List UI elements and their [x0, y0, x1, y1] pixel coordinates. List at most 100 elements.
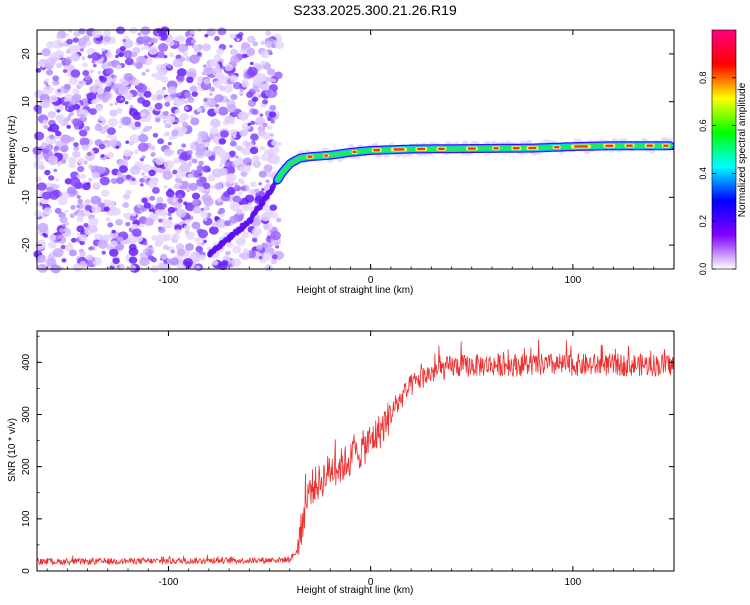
noise-blob — [203, 217, 208, 222]
noise-blob — [73, 103, 81, 110]
noise-blob — [177, 193, 183, 199]
noise-blob — [268, 145, 280, 155]
noise-blob — [232, 134, 237, 139]
noise-blob — [84, 74, 91, 81]
noise-blob — [37, 254, 46, 263]
signal-core-red — [626, 144, 634, 147]
snr-frame — [36, 330, 675, 572]
colorbar-gradient — [711, 29, 737, 270]
noise-blob — [101, 189, 110, 197]
noise-blob — [96, 123, 101, 127]
noise-blob — [276, 141, 282, 147]
noise-blob — [156, 94, 163, 100]
noise-blob — [262, 122, 268, 128]
noise-blob — [150, 151, 156, 156]
noise-blob — [270, 119, 276, 124]
noise-blob — [88, 246, 93, 251]
noise-blob — [246, 91, 254, 98]
noise-blob — [179, 98, 186, 104]
noise-blob — [176, 75, 185, 83]
noise-blob — [70, 69, 81, 78]
noise-blob — [140, 118, 146, 123]
noise-blob — [79, 251, 86, 257]
noise-blob — [262, 99, 269, 105]
noise-blob — [179, 112, 189, 121]
noise-blob — [209, 92, 213, 96]
noise-blob — [124, 157, 129, 161]
noise-blob — [258, 255, 263, 260]
noise-blob — [124, 57, 134, 66]
noise-blob — [80, 48, 84, 52]
noise-blob — [117, 85, 129, 95]
noise-blob — [54, 49, 65, 59]
noise-blob — [90, 150, 95, 154]
noise-blob — [163, 148, 173, 157]
signal-core-red — [512, 146, 520, 150]
noise-blob — [239, 180, 245, 185]
noise-blob — [260, 60, 267, 66]
noise-blob — [174, 36, 180, 42]
noise-blob — [202, 165, 211, 173]
noise-blob — [157, 218, 163, 223]
noise-blob — [183, 201, 188, 206]
signal-core-red — [352, 150, 357, 154]
noise-blob — [263, 164, 273, 173]
noise-blob — [76, 208, 81, 213]
noise-blob — [274, 71, 283, 80]
noise-blob — [197, 130, 208, 140]
signal-core-red — [493, 147, 499, 150]
noise-blob — [226, 66, 231, 70]
noise-blob — [214, 182, 223, 191]
noise-blob — [191, 221, 201, 230]
noise-blob — [157, 138, 165, 145]
noise-blob — [225, 98, 230, 102]
noise-blob — [37, 239, 46, 248]
noise-blob — [184, 91, 192, 98]
noise-blob — [62, 223, 66, 228]
noise-blob — [57, 89, 62, 93]
noise-blob — [148, 178, 157, 185]
snr-xlabel: Height of straight line (km) — [297, 585, 414, 596]
noise-blob — [68, 156, 77, 165]
colorbar-ticks: 0.0 0.2 0.4 0.6 0.8 — [698, 72, 736, 275]
noise-blob — [204, 33, 209, 38]
noise-blob — [181, 143, 187, 148]
noise-blob — [172, 97, 181, 105]
noise-blob — [108, 139, 118, 147]
noise-blob — [164, 95, 173, 103]
noise-blob — [241, 80, 250, 88]
noise-blob — [160, 253, 168, 260]
noise-blob — [115, 54, 119, 59]
noise-blob — [83, 125, 91, 132]
noise-blob — [62, 69, 68, 73]
noise-blob — [174, 109, 181, 115]
noise-blob — [265, 30, 272, 36]
noise-blob — [257, 129, 266, 137]
noise-blob — [86, 92, 97, 101]
noise-blob — [48, 234, 57, 242]
noise-blob — [229, 32, 237, 40]
noise-blob — [104, 86, 112, 92]
noise-blob — [74, 181, 83, 190]
noise-blob — [72, 88, 80, 95]
noise-blob — [90, 195, 101, 205]
noise-blob — [65, 244, 74, 252]
noise-blob — [39, 165, 45, 170]
spectrogram-xtick-label: 0 — [368, 275, 374, 286]
noise-blob — [61, 258, 67, 263]
noise-blob — [143, 44, 150, 50]
noise-blob — [196, 241, 202, 247]
noise-blob — [105, 67, 114, 75]
noise-blob — [161, 203, 167, 208]
noise-blob — [267, 117, 272, 121]
noise-blob — [236, 187, 241, 191]
noise-blob — [230, 120, 236, 125]
noise-blob — [214, 36, 220, 42]
noise-blob — [113, 75, 118, 79]
noise-blob — [77, 198, 84, 204]
noise-blob — [160, 158, 165, 163]
noise-blob — [241, 204, 250, 212]
signal-core-red — [307, 155, 313, 158]
